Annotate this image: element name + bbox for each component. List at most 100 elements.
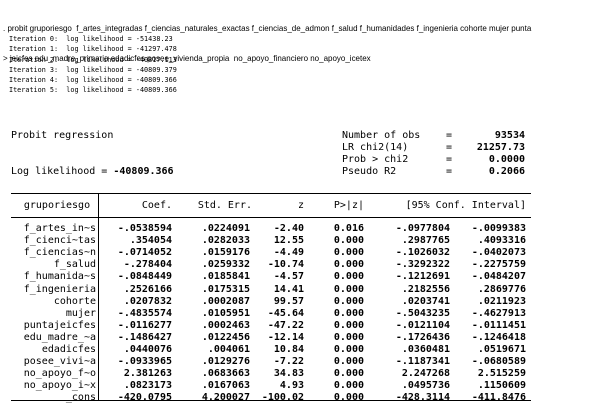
iteration-value: -40809.366 xyxy=(135,76,177,85)
iteration-text: log likelihood = xyxy=(66,35,136,43)
table-row: f_salud -.278404 .0259332 -10.74 0.000 -.3292… xyxy=(0,259,540,271)
stat-equals: = xyxy=(446,166,453,177)
row-ci-upper: -411.8476 xyxy=(471,392,526,404)
stat-value: 93534 xyxy=(494,130,525,141)
row-variable: f_ingenieria xyxy=(23,283,96,295)
row-ci-upper: -.4627913 xyxy=(471,307,526,319)
row-ci-upper: .0519671 xyxy=(477,344,526,355)
row-ci-upper: .4093316 xyxy=(477,235,526,247)
row-stderr: .0282033 xyxy=(201,235,250,247)
table-top-rule xyxy=(11,193,531,194)
row-z: 12.55 xyxy=(273,235,304,247)
table-row: _cons -420.0795 4.200027 -100.02 0.000 -428.3… xyxy=(0,392,540,404)
row-ci-upper: -.1246418 xyxy=(471,331,526,343)
row-variable: cohorte xyxy=(53,295,96,307)
table-row: no_apoyo_f~o 2.381263 .0683663 34.83 0.000 2.… xyxy=(0,368,540,380)
iteration-label: Iteration 1: xyxy=(9,45,59,54)
row-coef: -.278404 xyxy=(123,259,172,271)
col-header-coef: Coef. xyxy=(141,200,172,211)
col-header-stderr: Std. Err. xyxy=(197,200,252,211)
row-ci-lower: -428.3114 xyxy=(395,392,450,404)
log-likelihood-value: -40809.366 xyxy=(113,166,174,177)
row-pvalue: 0.000 xyxy=(333,307,364,319)
row-coef: .2526166 xyxy=(123,283,172,295)
row-z: -4.49 xyxy=(273,247,304,259)
row-ci-lower: -.0977804 xyxy=(395,223,450,234)
iteration-label: Iteration 2: xyxy=(9,55,59,64)
row-pvalue: 0.016 xyxy=(333,223,364,234)
command-echo: . probit gruporiesgo f_artes_integradas … xyxy=(3,3,531,83)
row-ci-upper: 2.515259 xyxy=(477,368,526,380)
row-ci-lower: -.3292322 xyxy=(395,259,450,271)
stat-value: 0.0000 xyxy=(488,154,525,165)
row-pvalue: 0.000 xyxy=(333,319,364,331)
row-coef: -.0933965 xyxy=(117,356,172,368)
row-variable: f_ciencias~n xyxy=(23,247,96,259)
row-z: -4.57 xyxy=(273,271,304,283)
row-variable: f_artes_in~s xyxy=(23,223,96,234)
row-variable: edadicfes xyxy=(41,344,96,355)
iteration-line: Iteration 4: log likelihood = -40809.366 xyxy=(9,75,177,85)
row-stderr: .0159176 xyxy=(201,247,250,259)
row-variable: no_apoyo_f~o xyxy=(23,368,96,380)
iteration-text: log likelihood = xyxy=(66,45,136,54)
table-row: cohorte .0207832 .0002087 99.57 0.000 .020374… xyxy=(0,296,540,308)
command-line-1: . probit gruporiesgo f_artes_integradas … xyxy=(3,23,532,33)
row-ci-upper: -.0402073 xyxy=(471,247,526,259)
row-coef: 2.381263 xyxy=(123,368,172,380)
row-stderr: .0105951 xyxy=(201,307,250,319)
iteration-label: Iteration 4: xyxy=(9,76,59,85)
col-header-conf-interval: [95% Conf. Interval] xyxy=(405,200,526,211)
iteration-text: log likelihood = xyxy=(66,65,136,74)
stat-equals: = xyxy=(446,142,453,153)
row-z: -7.22 xyxy=(273,356,304,368)
row-pvalue: 0.000 xyxy=(333,295,364,307)
iteration-line: Iteration 3: log likelihood = -40809.379 xyxy=(9,65,177,75)
stat-value: 21257.73 xyxy=(476,142,525,153)
stat-equals: = xyxy=(446,154,453,165)
row-z: -47.22 xyxy=(267,319,304,331)
iteration-value: -40809.379 xyxy=(135,65,177,74)
row-pvalue: 0.000 xyxy=(333,380,364,392)
stat-equals: = xyxy=(446,130,453,141)
row-ci-upper: -.2275759 xyxy=(471,259,526,271)
row-z: 34.83 xyxy=(273,368,304,380)
row-ci-upper: .0211923 xyxy=(477,295,526,307)
row-coef: -420.0795 xyxy=(117,392,172,404)
row-variable: _cons xyxy=(65,392,96,404)
col-header-z: z xyxy=(297,200,304,211)
row-variable: no_apoyo_i~x xyxy=(23,380,96,392)
row-coef: .0207832 xyxy=(123,295,172,307)
row-ci-upper: .1150609 xyxy=(477,380,526,392)
row-pvalue: 0.000 xyxy=(333,392,364,404)
row-stderr: .0002463 xyxy=(201,319,250,331)
stat-label: LR chi2(14) xyxy=(342,142,409,153)
command-line-2: > jeicfes edu_madre_primaria edadicfes p… xyxy=(3,53,371,63)
model-title: Probit regression xyxy=(11,130,114,141)
iteration-text: log likelihood = xyxy=(66,55,136,64)
row-ci-lower: -.1187341 xyxy=(395,356,450,368)
row-variable: mujer xyxy=(65,307,96,319)
row-pvalue: 0.000 xyxy=(333,331,364,343)
row-variable: posee_vivi~a xyxy=(23,356,96,368)
iteration-line: Iteration 2: log likelihood = -40817.113 xyxy=(9,55,177,65)
row-pvalue: 0.000 xyxy=(333,344,364,355)
row-coef: -.1486427 xyxy=(117,331,172,343)
row-variable: f_salud xyxy=(53,259,96,271)
row-pvalue: 0.000 xyxy=(333,356,364,368)
col-header-pvalue: P>|z| xyxy=(333,200,364,211)
table-row: f_ingenieria .2526166 .0175315 14.41 0.000 .2… xyxy=(0,284,540,296)
iteration-value: -51438.23 xyxy=(135,35,173,43)
log-likelihood-label: Log likelihood = xyxy=(11,166,114,177)
table-row: f_artes_in~s -.0538594 .0224091 -2.40 0.016 -… xyxy=(0,223,540,235)
row-z: 4.93 xyxy=(279,380,304,392)
row-ci-lower: 2.247268 xyxy=(401,368,450,380)
row-stderr: .0002087 xyxy=(201,295,250,307)
row-ci-lower: .2987765 xyxy=(401,235,450,247)
row-z: -100.02 xyxy=(261,392,304,404)
row-pvalue: 0.000 xyxy=(333,235,364,247)
row-z: 14.41 xyxy=(273,283,304,295)
row-pvalue: 0.000 xyxy=(333,247,364,259)
row-coef: -.0848449 xyxy=(117,271,172,283)
row-variable: f_humanida~s xyxy=(23,271,96,283)
